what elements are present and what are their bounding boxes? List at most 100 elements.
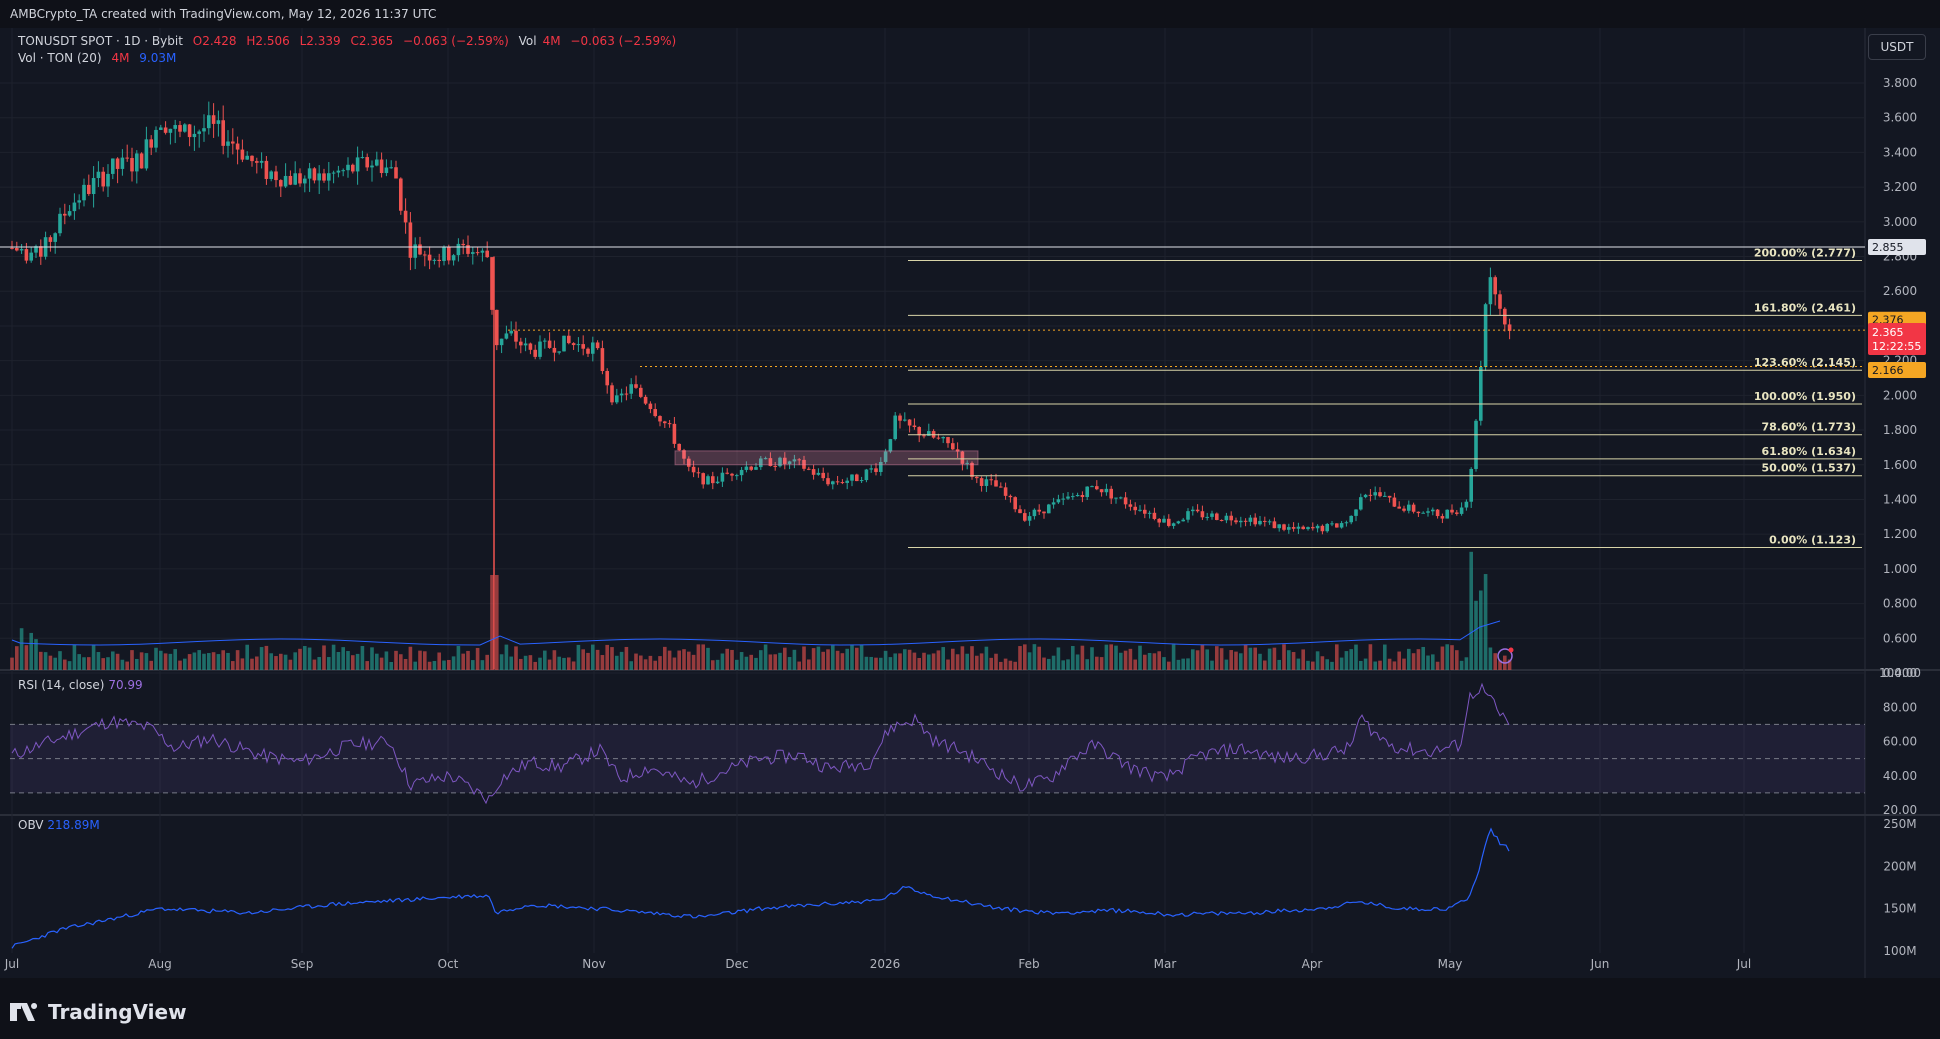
volume-bar	[1075, 654, 1080, 670]
volume-bar	[283, 654, 288, 670]
candle-body	[1157, 518, 1161, 523]
candle-body	[1503, 308, 1507, 325]
candle-body	[1339, 523, 1344, 528]
obv-tick-label: 250M	[1883, 817, 1916, 831]
volume-bar	[595, 649, 600, 670]
volume-bar	[999, 661, 1003, 670]
volume-bar	[1421, 646, 1425, 670]
volume-bar	[202, 653, 206, 670]
volume-bar	[1445, 644, 1449, 670]
volume-bar	[855, 647, 859, 670]
candle-body	[893, 415, 897, 440]
candle-body	[1272, 521, 1277, 529]
volume-bar	[773, 654, 777, 670]
volume-bar	[658, 656, 662, 670]
price-tick-label: 1.000	[1883, 562, 1917, 576]
chart-canvas[interactable]: 200.00% (2.777) 161.80% (2.461) 123.60% (2…	[0, 28, 1940, 978]
open-value: O2.428	[192, 34, 237, 48]
candle-body	[15, 248, 19, 251]
candle-body	[639, 387, 643, 397]
volume-bar	[259, 647, 264, 670]
volume-bar	[48, 655, 53, 670]
volume-bar	[1061, 660, 1065, 670]
candle-body	[869, 468, 873, 470]
volume-bar	[101, 658, 105, 670]
candle-body	[509, 330, 513, 334]
vol-ma-label[interactable]: Vol · TON (20)	[18, 51, 102, 65]
volume-bar	[269, 653, 273, 670]
candle-body	[384, 167, 389, 174]
time-tick-label: Aug	[148, 957, 171, 971]
price-tick-label: 1.600	[1883, 458, 1917, 472]
currency-button[interactable]: USDT	[1868, 34, 1926, 60]
candle-body	[178, 125, 182, 132]
candle-body	[547, 340, 552, 348]
volume-bar	[24, 645, 29, 670]
price-tick-label: 3.200	[1883, 180, 1917, 194]
volume-bar	[1258, 653, 1262, 670]
volume-bar	[1311, 661, 1315, 670]
volume-bar	[1431, 654, 1435, 670]
candle-body	[67, 211, 72, 216]
volume-bar	[115, 653, 120, 670]
price-tag-high-bg	[1868, 238, 1926, 255]
time-tick-label: 2026	[870, 957, 901, 971]
candle-body	[1368, 494, 1373, 496]
volume-bar	[1114, 645, 1118, 670]
volume-bar	[58, 651, 62, 670]
candle-body	[850, 474, 854, 481]
candle-body	[1066, 496, 1070, 499]
candle-body	[763, 458, 768, 460]
candle-body	[1071, 496, 1075, 498]
candle-body	[941, 437, 945, 439]
tradingview-logo[interactable]: TradingView	[10, 1000, 187, 1024]
demand-zone	[674, 450, 979, 466]
rsi-label[interactable]: RSI (14, close)	[18, 678, 105, 692]
volume-bar	[1123, 650, 1128, 670]
candle-body	[471, 252, 475, 254]
candle-body	[1176, 521, 1181, 524]
obv-tick-label: 200M	[1883, 859, 1916, 873]
candle-body	[1109, 488, 1113, 499]
volume-bar	[1066, 659, 1070, 670]
volume-bar	[706, 647, 710, 670]
candle-body	[840, 482, 845, 484]
symbol-label[interactable]: TONUSDT SPOT · 1D · Bybit	[18, 34, 183, 48]
volume-bar	[917, 657, 921, 670]
candle-body	[1282, 524, 1286, 530]
volume-bar	[1138, 645, 1142, 670]
fib-retracement: 200.00% (2.777) 161.80% (2.461) 123.60% (2…	[0, 246, 1865, 549]
obv-label[interactable]: OBV	[18, 818, 44, 832]
candle-body	[451, 255, 456, 261]
candle-body	[1301, 526, 1305, 530]
volume-bar	[1291, 652, 1296, 670]
volume-bar	[495, 575, 499, 670]
candle-body	[1085, 486, 1089, 498]
candle-body	[864, 469, 869, 481]
volume-bar	[1301, 649, 1305, 670]
candle-body	[519, 341, 523, 346]
candle-body	[936, 437, 941, 439]
volume-bar	[1464, 657, 1469, 670]
candle-body	[701, 473, 705, 485]
volume-bar	[485, 654, 489, 670]
volume-bar	[1416, 649, 1421, 670]
volume-bar	[370, 647, 374, 670]
volume-bar	[1051, 655, 1056, 670]
volume-bar	[87, 657, 91, 670]
candle-body	[514, 330, 518, 342]
alert-icon	[1497, 648, 1513, 664]
volume-bar	[384, 651, 389, 670]
volume-bar	[240, 658, 245, 670]
candle-body	[855, 474, 859, 482]
volume-bar	[946, 659, 950, 670]
volume-bar	[1219, 648, 1224, 670]
candle-body	[1349, 515, 1353, 523]
volume-bar	[447, 659, 451, 670]
candle-body	[77, 200, 81, 203]
candle-body	[379, 159, 384, 174]
volume-bar	[1109, 644, 1113, 670]
candle-body	[1498, 294, 1502, 309]
candle-body	[1167, 518, 1171, 526]
volume-bar	[293, 652, 297, 670]
